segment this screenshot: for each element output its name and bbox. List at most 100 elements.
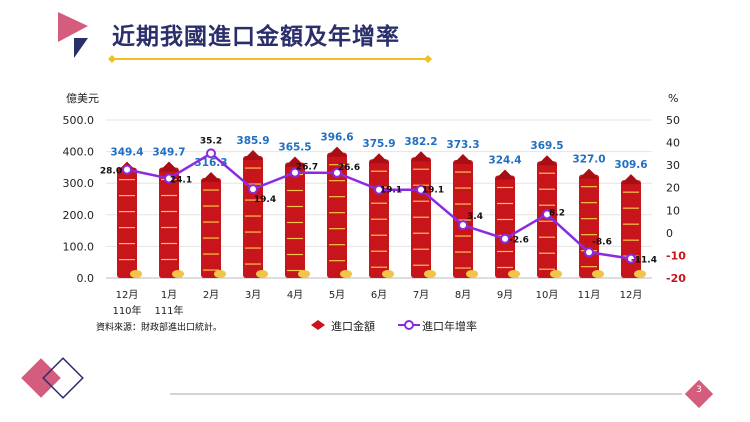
- x-tick-label: 1月: [161, 289, 177, 301]
- growth-rate-point: [584, 247, 594, 258]
- import-bar: [579, 174, 599, 278]
- legend-bar-icon: [311, 320, 325, 330]
- growth-rate-label: 19.1: [380, 186, 402, 196]
- x-tick-label: 111年: [154, 304, 183, 317]
- bar-base-ornament: [298, 270, 310, 278]
- bar-value-label: 373.3: [446, 139, 479, 151]
- x-tick-label: 2月: [203, 289, 219, 301]
- underline-diamond-right: [424, 55, 432, 63]
- growth-rate-point: [416, 184, 426, 195]
- x-tick-label: 3月: [245, 289, 261, 301]
- bar-cap: [327, 146, 347, 157]
- page-number: 3: [696, 385, 702, 395]
- growth-rate-label: 24.1: [170, 175, 192, 185]
- header-decoration: [58, 12, 432, 63]
- right-tick-label: 10: [666, 204, 680, 217]
- left-tick-label: 0.0: [77, 272, 95, 285]
- bar-base-ornament: [508, 270, 520, 278]
- bar-base-ornament: [466, 270, 478, 278]
- bar-base-ornament: [130, 270, 142, 278]
- growth-rate-point: [458, 220, 468, 231]
- right-tick-label: 30: [666, 159, 680, 172]
- growth-rate-point: [248, 184, 258, 195]
- bar-cap: [537, 155, 557, 166]
- import-bar: [285, 162, 305, 278]
- line-layer: 28.0 24.1 35.2 19.4 26.7 26.6 19.1 19.1 3.4 -2.6 8…: [100, 136, 657, 265]
- growth-rate-point: [290, 167, 300, 178]
- data-source-note: 資料來源：財政部進出口統計。: [96, 323, 223, 333]
- bar-cap: [243, 150, 263, 161]
- bar-value-label: 369.5: [530, 140, 563, 152]
- x-tick-label: 7月: [413, 289, 429, 301]
- left-tick-label: 200.0: [63, 209, 95, 222]
- right-tick-label: 50: [666, 114, 680, 127]
- bar-cap: [495, 169, 515, 180]
- x-tick-label: 4月: [287, 289, 303, 301]
- page-title: 近期我國進口金額及年增率: [112, 24, 400, 50]
- bar-base-ornament: [340, 270, 352, 278]
- bar-cap: [201, 172, 221, 183]
- footer-diamond-outline: [42, 357, 84, 399]
- growth-rate-point: [626, 253, 636, 264]
- growth-rate-label: 35.2: [200, 136, 222, 146]
- page-number-badge: [684, 379, 714, 409]
- import-bar: [495, 175, 515, 278]
- right-tick-label: -20: [666, 272, 686, 285]
- bar-base-ornament: [592, 270, 604, 278]
- import-bar: [327, 152, 347, 278]
- bar-value-label: 349.7: [152, 146, 185, 158]
- bar-cap: [285, 156, 305, 167]
- growth-rate-point: [206, 148, 216, 159]
- bar-base-ornament: [634, 270, 646, 278]
- x-tick-label: 5月: [329, 289, 345, 301]
- growth-rate-point: [332, 167, 342, 178]
- bar-cap: [369, 153, 389, 164]
- growth-rate-label: 26.7: [296, 163, 318, 173]
- import-bar: [621, 180, 641, 278]
- bar-cap: [159, 161, 179, 172]
- x-tick-label: 6月: [371, 289, 387, 301]
- import-bar: [453, 160, 473, 278]
- footer-diamond-pink: [21, 358, 61, 398]
- x-tick-label: 11月: [578, 289, 601, 301]
- bar-cap: [411, 151, 431, 162]
- bar-base-ornament: [424, 270, 436, 278]
- left-tick-label: 500.0: [63, 114, 95, 127]
- legend-line-label: 進口年增率: [422, 320, 477, 333]
- bar-value-label: 382.2: [404, 136, 437, 148]
- header-triangle-navy: [74, 38, 88, 58]
- growth-rate-label: 8.2: [549, 208, 565, 218]
- bar-cap: [453, 154, 473, 165]
- bar-value-label: 309.6: [614, 159, 647, 171]
- bar-value-label: 385.9: [236, 135, 269, 147]
- growth-rate-point: [122, 164, 132, 175]
- legend-line-icon: [398, 320, 420, 330]
- growth-rate-label: -8.6: [592, 237, 612, 247]
- bar-base-ornament: [172, 270, 184, 278]
- bar-base-ornament: [214, 270, 226, 278]
- growth-rate-point: [374, 184, 384, 195]
- growth-rate-label: -11.4: [631, 256, 657, 266]
- footer-decoration: [21, 357, 714, 409]
- bar-cap: [579, 168, 599, 179]
- left-tick-label: 400.0: [63, 146, 95, 159]
- header-triangle-pink: [58, 12, 88, 42]
- bar-cap: [621, 174, 641, 185]
- growth-rate-label: -2.6: [509, 236, 529, 246]
- bar-value-label: 349.4: [110, 147, 143, 159]
- growth-rate-label: 19.1: [422, 186, 444, 196]
- growth-rate-label: 19.4: [254, 195, 276, 205]
- left-tick-label: 100.0: [63, 240, 95, 253]
- import-bar: [243, 156, 263, 278]
- growth-rate-label: 3.4: [467, 212, 483, 222]
- right-tick-label: 0: [666, 227, 673, 240]
- x-tick-label: 110年: [112, 304, 141, 317]
- underline-diamond-left: [108, 55, 116, 63]
- right-tick-label: 40: [666, 137, 680, 150]
- x-tick-label: 12月: [116, 289, 139, 301]
- x-tick-label: 10月: [536, 289, 559, 301]
- right-tick-label: -10: [666, 249, 686, 262]
- right-tick-label: 20: [666, 182, 680, 195]
- import-bar: [369, 159, 389, 278]
